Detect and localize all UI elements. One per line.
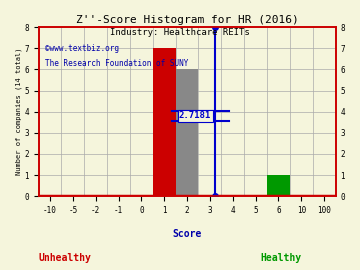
Bar <box>267 175 290 196</box>
Bar <box>153 48 176 196</box>
X-axis label: Score: Score <box>172 229 202 239</box>
Text: Industry: Healthcare REITs: Industry: Healthcare REITs <box>110 28 250 37</box>
Text: The Research Foundation of SUNY: The Research Foundation of SUNY <box>45 59 188 68</box>
Text: ©www.textbiz.org: ©www.textbiz.org <box>45 44 118 53</box>
Text: Healthy: Healthy <box>260 253 301 263</box>
Text: Unhealthy: Unhealthy <box>39 253 91 263</box>
Text: 2.7181: 2.7181 <box>179 112 211 120</box>
Title: Z''-Score Histogram for HR (2016): Z''-Score Histogram for HR (2016) <box>76 15 298 25</box>
Bar <box>176 69 198 196</box>
Y-axis label: Number of companies (14 total): Number of companies (14 total) <box>15 48 22 176</box>
